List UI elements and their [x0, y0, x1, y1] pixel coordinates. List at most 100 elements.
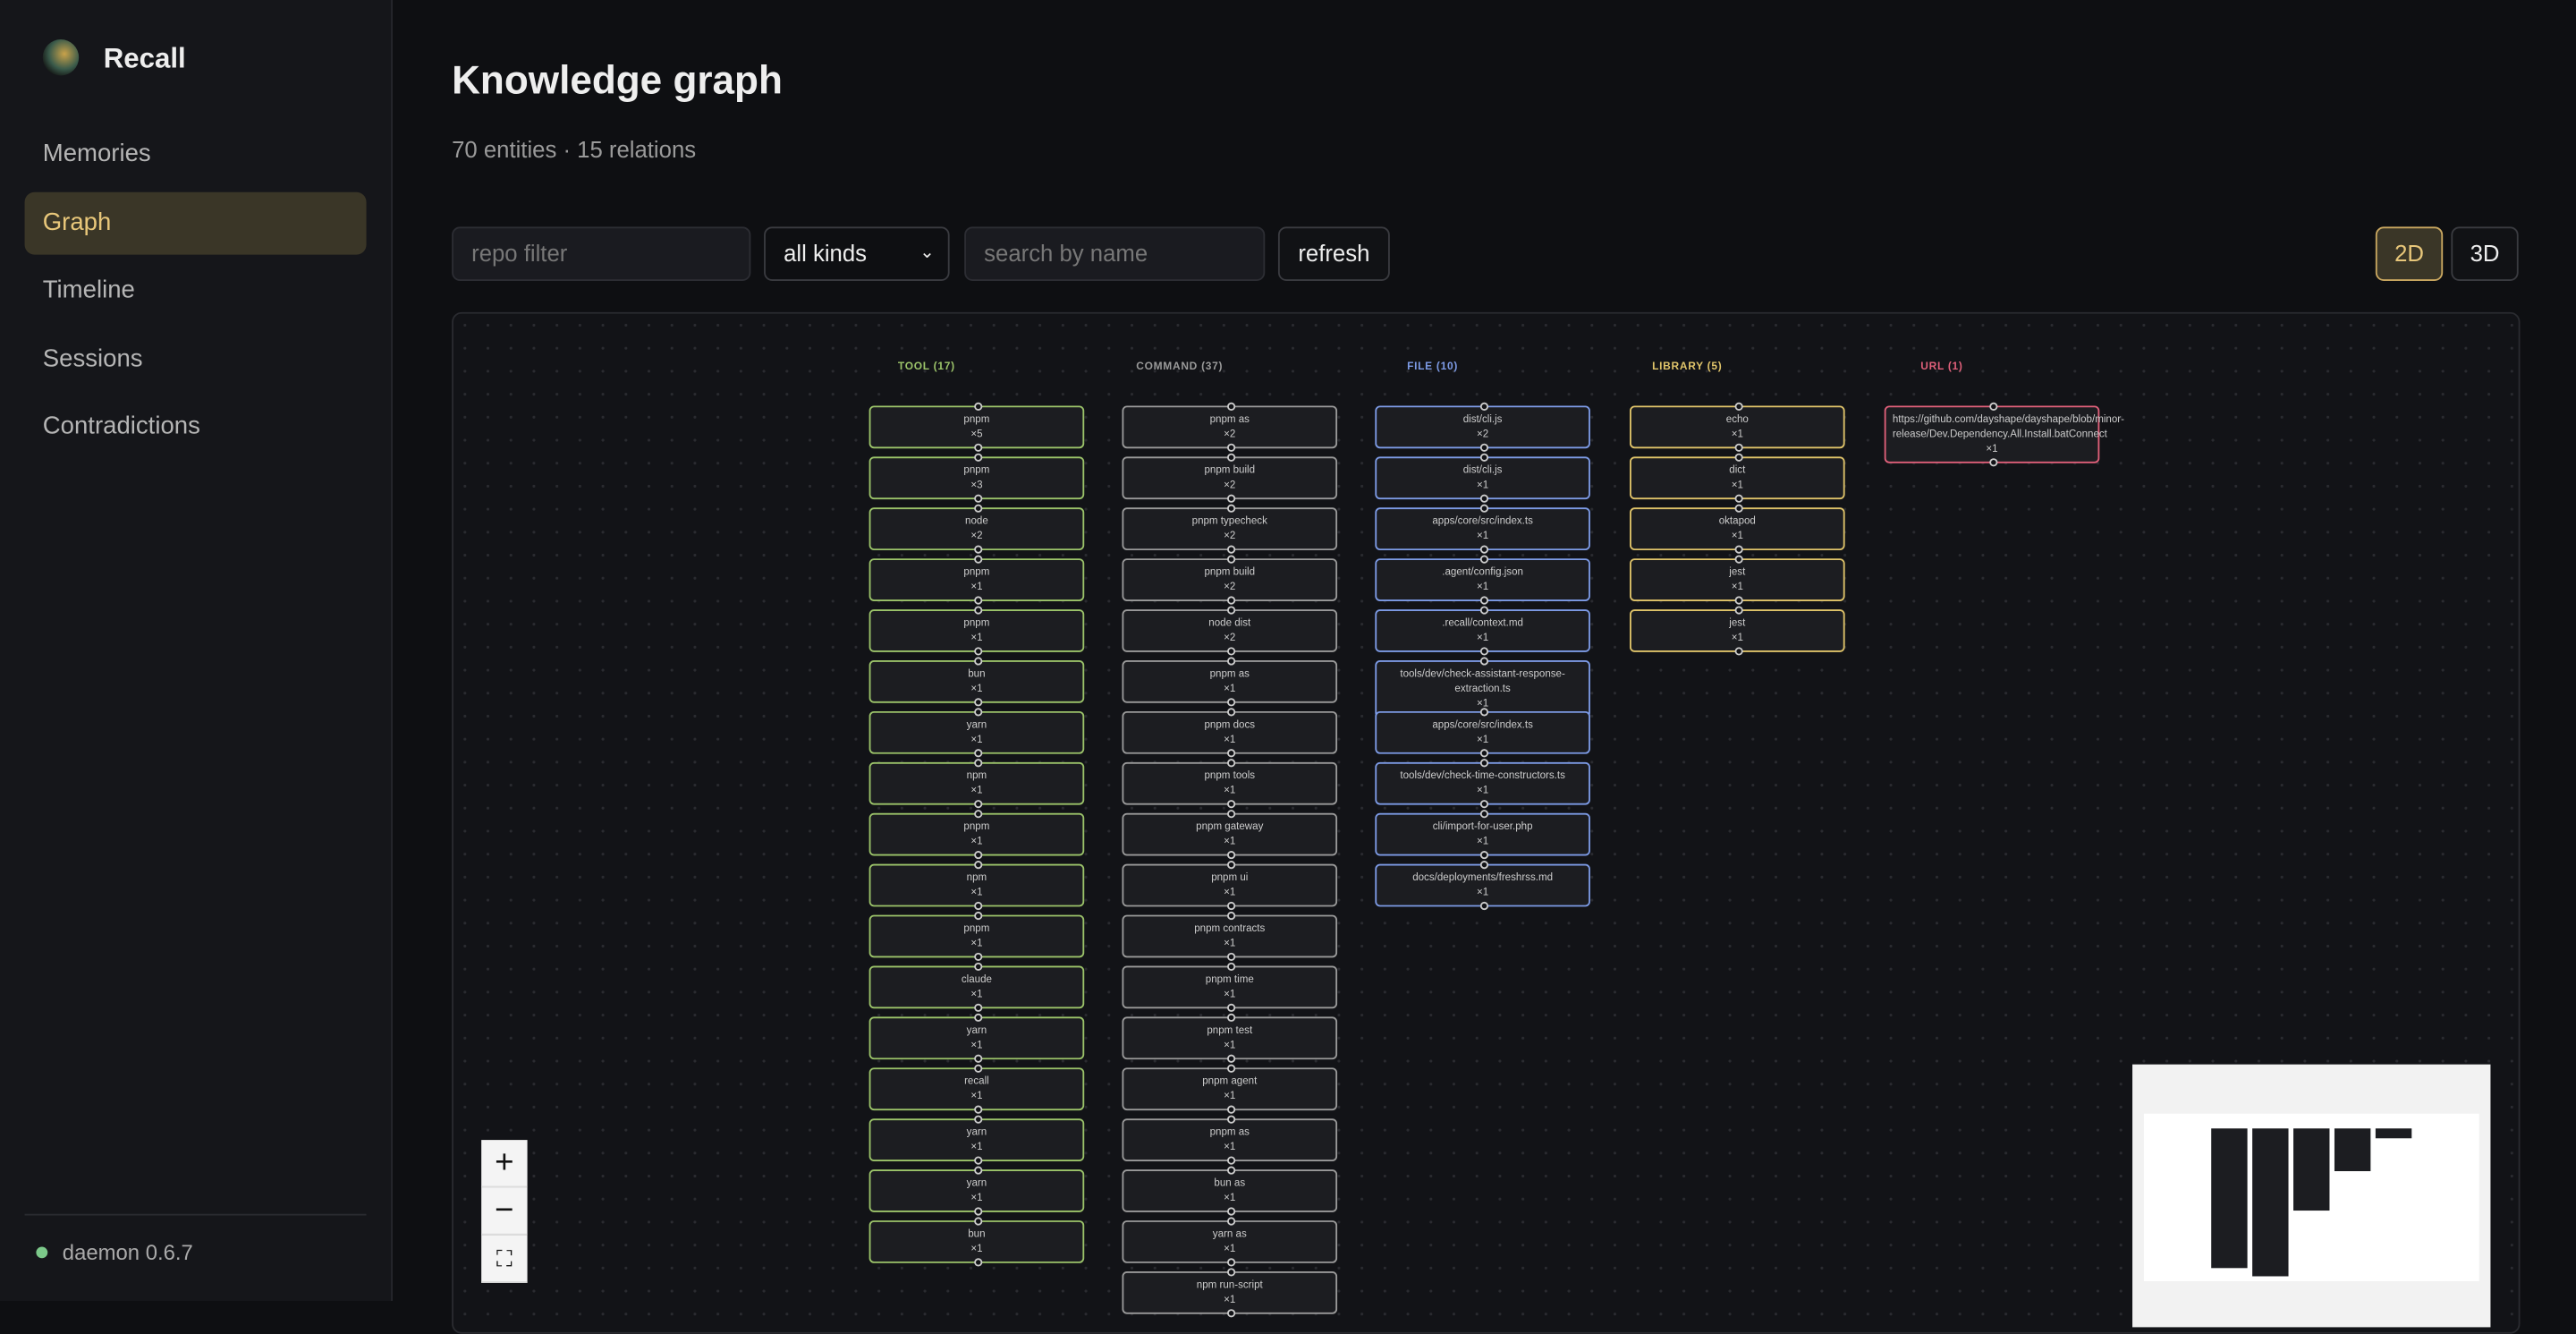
graph-node[interactable]: yarn ×1: [869, 1115, 1085, 1165]
graph-node[interactable]: recall ×1: [869, 1064, 1085, 1114]
graph-node[interactable]: pnpm ×1: [869, 810, 1085, 860]
graph-node[interactable]: oktapod ×1: [1630, 504, 1845, 554]
graph-node[interactable]: pnpm ×1: [869, 555, 1085, 605]
node-count: ×1: [1224, 1040, 1236, 1051]
graph-node[interactable]: apps/core/src/index.ts ×1: [1375, 504, 1590, 554]
graph-node[interactable]: apps/core/src/index.ts ×1: [1375, 708, 1590, 758]
node-name: pnpm time: [1205, 973, 1254, 986]
graph-node[interactable]: .agent/config.json ×1: [1375, 555, 1590, 605]
graph-node[interactable]: pnpm tools ×1: [1122, 759, 1338, 809]
graph-node[interactable]: pnpm ui ×1: [1122, 861, 1338, 911]
repo-filter[interactable]: repo filter: [452, 226, 751, 281]
node-name: yarn: [966, 1126, 987, 1139]
graph-node[interactable]: docs/deployments/freshrss.md ×1: [1375, 861, 1590, 911]
graph-canvas[interactable]: + − ⛶ TOOL (17) pnpm ×5 pnpm ×3 node ×2 pnpm ×1 p…: [452, 311, 2521, 1334]
nav-item[interactable]: Memories: [42, 140, 151, 168]
graph-node[interactable]: npm ×1: [869, 861, 1085, 911]
minimap-viewport: [2143, 1113, 2479, 1282]
graph-node[interactable]: pnpm test ×1: [1122, 1013, 1338, 1063]
node-name: pnpm typecheck: [1191, 515, 1267, 528]
search-input[interactable]: search by name: [964, 226, 1266, 281]
node-name: jest: [1729, 566, 1746, 579]
node-count: ×1: [970, 785, 983, 797]
sidebar: Recall Memories Graph Timeline Sessions Cont…: [0, 0, 393, 1302]
node-name: bun: [968, 1228, 986, 1241]
zoom-in[interactable]: +: [481, 1140, 528, 1188]
node-count: ×1: [1224, 1294, 1236, 1306]
graph-node[interactable]: tools/dev/check-time-constructors.ts ×1: [1375, 759, 1590, 809]
logo: [42, 39, 80, 76]
graph-node[interactable]: pnpm as ×1: [1122, 657, 1338, 707]
kind-select[interactable]: all kinds ⌄: [764, 226, 950, 281]
graph-node[interactable]: pnpm time ×1: [1122, 962, 1338, 1012]
graph-node[interactable]: node ×2: [869, 504, 1085, 554]
graph-node[interactable]: yarn as ×1: [1122, 1217, 1338, 1267]
graph-node[interactable]: cli/import-for-user.php ×1: [1375, 810, 1590, 860]
node-name: npm run-script: [1196, 1279, 1263, 1292]
node-name: recall: [964, 1075, 989, 1088]
graph-node[interactable]: bun as ×1: [1122, 1166, 1338, 1216]
graph-node[interactable]: npm ×1: [869, 759, 1085, 809]
daemon-status: daemon 0.6.7: [62, 1240, 193, 1265]
graph-node[interactable]: claude ×1: [869, 962, 1085, 1012]
nav-item[interactable]: Contradictions: [42, 412, 200, 441]
graph-node[interactable]: pnpm agent ×1: [1122, 1064, 1338, 1114]
zoom-out[interactable]: −: [481, 1187, 528, 1236]
node-count: ×1: [1224, 1192, 1236, 1204]
view-2d-button[interactable]: 2D: [2375, 226, 2444, 281]
fit-view[interactable]: ⛶: [481, 1235, 528, 1283]
graph-node[interactable]: bun ×1: [869, 657, 1085, 707]
node-count: ×1: [1731, 480, 1743, 491]
node-name: pnpm gateway: [1196, 820, 1264, 833]
node-count: ×1: [1224, 938, 1236, 950]
node-name: pnpm as: [1209, 1126, 1250, 1139]
node-count: ×1: [1477, 698, 1489, 710]
page-subtitle: 70 entities · 15 relations: [452, 136, 697, 163]
graph-node[interactable]: pnpm typecheck ×2: [1122, 504, 1338, 554]
node-name: pnpm: [963, 617, 990, 630]
nav-item[interactable]: Timeline: [42, 276, 135, 304]
graph-node[interactable]: pnpm build ×2: [1122, 453, 1338, 503]
node-name: yarn: [966, 1177, 987, 1190]
graph-node[interactable]: dist/cli.js ×2: [1375, 402, 1590, 452]
nav-item[interactable]: Graph: [24, 191, 367, 254]
node-name: pnpm build: [1204, 566, 1256, 579]
graph-node[interactable]: jest ×1: [1630, 555, 1845, 605]
node-name: node dist: [1208, 617, 1251, 630]
graph-node[interactable]: pnpm ×5: [869, 402, 1085, 452]
graph-node[interactable]: pnpm ×3: [869, 453, 1085, 503]
node-name: dict: [1729, 464, 1746, 477]
graph-node[interactable]: echo ×1: [1630, 402, 1845, 452]
node-name: pnpm as: [1209, 668, 1250, 681]
graph-node[interactable]: dist/cli.js ×1: [1375, 453, 1590, 503]
graph-node[interactable]: yarn ×1: [869, 1166, 1085, 1216]
node-count: ×1: [1224, 887, 1236, 899]
graph-node[interactable]: node dist ×2: [1122, 606, 1338, 656]
view-3d-button[interactable]: 3D: [2451, 226, 2519, 281]
graph-node[interactable]: pnpm as ×2: [1122, 402, 1338, 452]
app-name: Recall: [103, 42, 186, 74]
node-name: pnpm agent: [1202, 1075, 1258, 1088]
graph-node[interactable]: .recall/context.md ×1: [1375, 606, 1590, 656]
graph-node[interactable]: https://github.com/dayshape/dayshape/blo…: [1884, 402, 2124, 467]
node-name: pnpm: [963, 566, 990, 579]
node-name: pnpm contracts: [1194, 922, 1266, 935]
refresh-button[interactable]: refresh: [1277, 226, 1390, 281]
graph-node[interactable]: pnpm ×1: [869, 606, 1085, 656]
graph-node[interactable]: pnpm docs ×1: [1122, 708, 1338, 758]
graph-node[interactable]: pnpm build ×2: [1122, 555, 1338, 605]
graph-node[interactable]: pnpm ×1: [869, 911, 1085, 962]
graph-node[interactable]: jest ×1: [1630, 606, 1845, 656]
graph-node[interactable]: bun ×1: [869, 1217, 1085, 1267]
node-count: ×1: [1731, 530, 1743, 542]
graph-node[interactable]: yarn ×1: [869, 1013, 1085, 1063]
graph-node[interactable]: yarn ×1: [869, 708, 1085, 758]
nav-item[interactable]: Sessions: [42, 344, 143, 372]
node-count: ×2: [1224, 480, 1236, 491]
graph-node[interactable]: pnpm gateway ×1: [1122, 810, 1338, 860]
graph-node[interactable]: pnpm as ×1: [1122, 1115, 1338, 1165]
graph-node[interactable]: pnpm contracts ×1: [1122, 911, 1338, 962]
node-name: claude: [961, 973, 992, 986]
graph-node[interactable]: dict ×1: [1630, 453, 1845, 503]
graph-node[interactable]: npm run-script ×1: [1122, 1268, 1338, 1318]
